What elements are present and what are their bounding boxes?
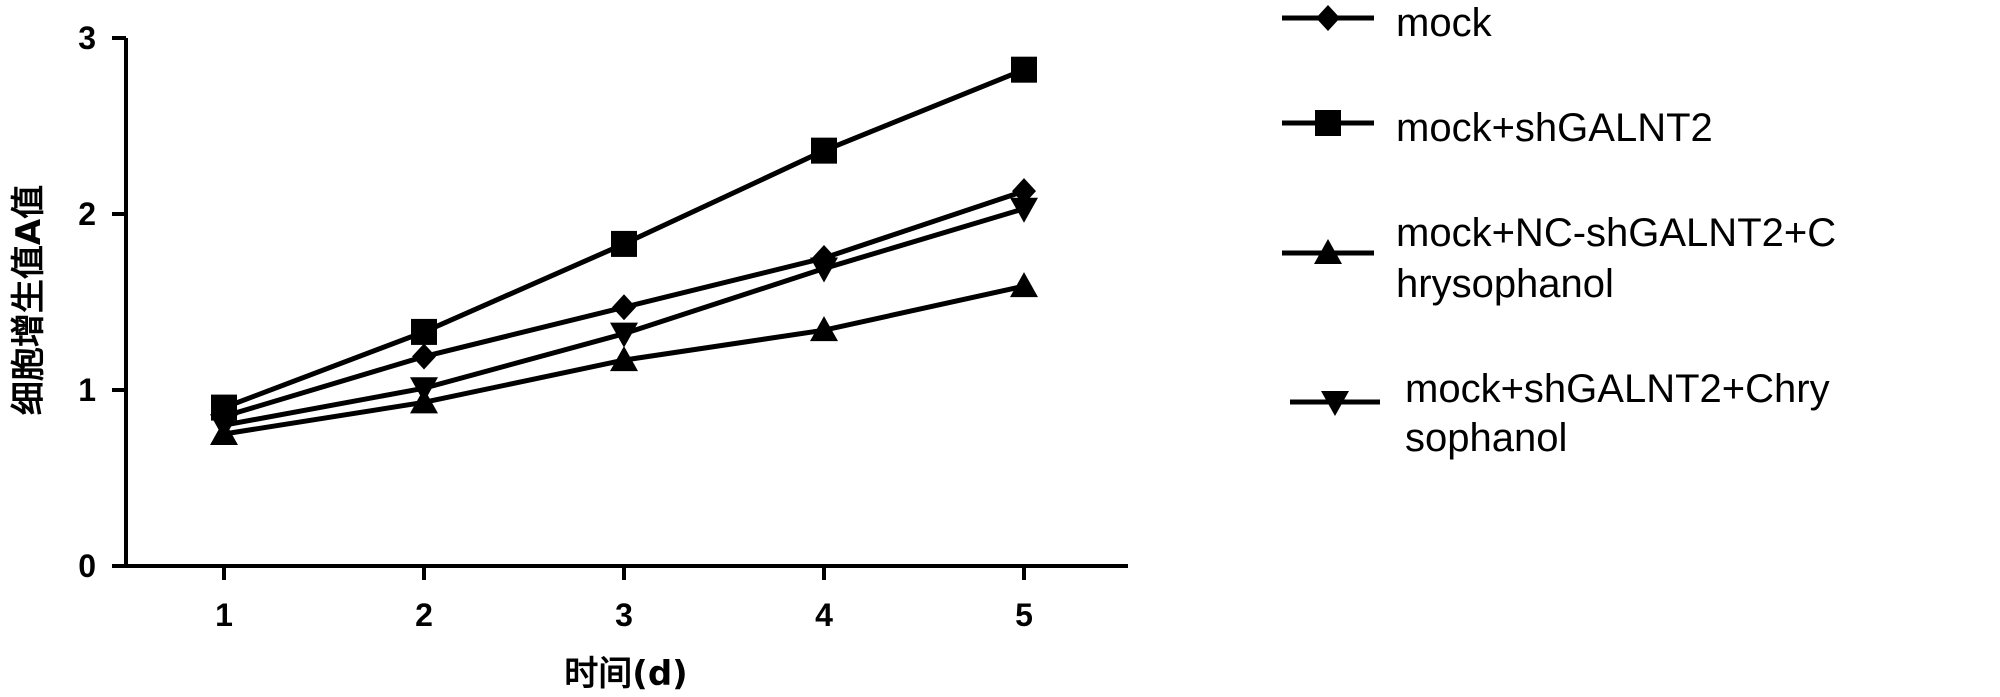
data-point: [411, 318, 437, 345]
legend-item: mock+shGALNT2+Chry sophanol: [1290, 367, 1830, 460]
legend-label: sophanol: [1405, 416, 1567, 460]
series-3: [210, 272, 1038, 445]
legend-item: mock+NC-shGALNT2+C hrysophanol: [1282, 211, 1836, 306]
legend-label: mock+NC-shGALNT2+C: [1396, 211, 1836, 255]
x-tick-label: 3: [615, 597, 633, 633]
legend-item: mock+shGALNT2: [1282, 106, 1713, 150]
legend: mock mock+shGALNT2 mock+NC-shGALNT2+C hryso…: [1282, 1, 1836, 460]
data-point: [612, 294, 636, 321]
series-layer: [210, 56, 1038, 445]
legend-marker: [1315, 110, 1341, 136]
y-tick-label: 3: [78, 20, 96, 56]
data-point: [811, 137, 837, 164]
x-tick-label: 5: [1015, 597, 1033, 633]
data-point: [810, 257, 838, 283]
legend-label: mock+shGALNT2+Chry: [1405, 367, 1830, 411]
series-4: [210, 197, 1038, 440]
y-tick-label: 2: [78, 196, 96, 232]
data-point: [610, 322, 638, 348]
data-point: [610, 346, 638, 372]
data-point: [1010, 197, 1038, 223]
data-point: [1012, 178, 1036, 205]
series-1: [212, 178, 1036, 430]
legend-item: mock: [1282, 1, 1493, 45]
x-axis-title: 时间(d): [564, 654, 687, 694]
data-point: [810, 316, 838, 342]
data-point: [210, 414, 238, 440]
y-tick-label: 1: [78, 372, 96, 408]
x-tick-label: 2: [415, 597, 433, 633]
x-tick-label: 4: [815, 597, 833, 633]
legend-marker: [1314, 239, 1342, 264]
legend-label: mock: [1396, 1, 1493, 45]
data-point: [410, 377, 438, 403]
y-tick-label: 0: [78, 548, 96, 584]
y-axis-title: 细胞增生值A值: [9, 185, 49, 415]
legend-marker: [1321, 391, 1349, 416]
data-point: [611, 230, 637, 257]
legend-marker: [1316, 5, 1340, 31]
data-point: [1010, 272, 1038, 298]
legend-label: hrysophanol: [1396, 262, 1614, 306]
y-ticks: 0 1 2 3: [78, 20, 126, 584]
series-2: [211, 56, 1037, 421]
x-ticks: 1 2 3 4 5: [215, 566, 1033, 633]
legend-label: mock+shGALNT2: [1396, 106, 1713, 150]
x-tick-label: 1: [215, 597, 233, 633]
data-point: [412, 343, 436, 370]
data-point: [1011, 56, 1037, 83]
